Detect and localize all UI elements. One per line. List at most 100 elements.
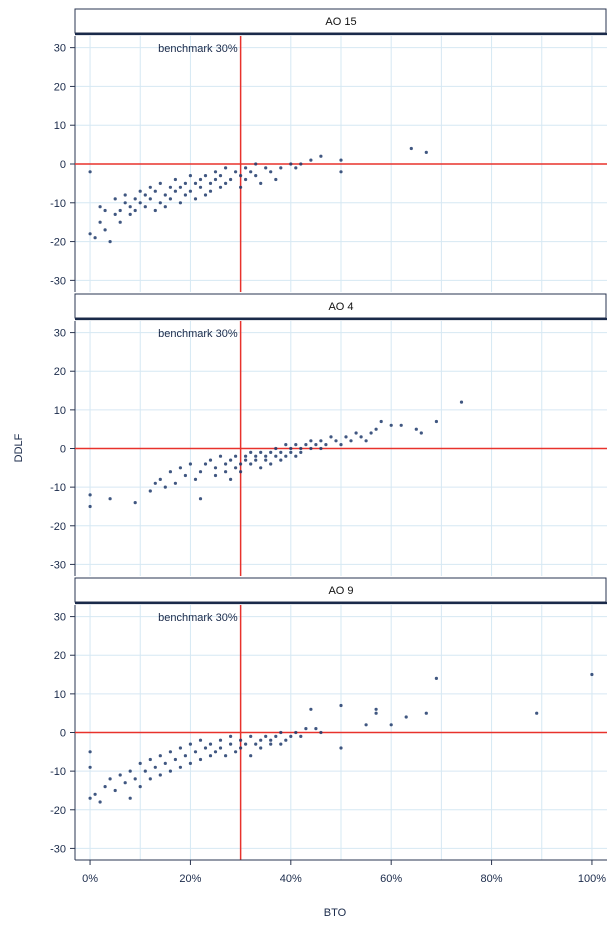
data-point [168, 197, 172, 201]
data-point [294, 730, 298, 735]
data-point [218, 454, 223, 458]
data-point [103, 208, 107, 213]
x-tick-label: 100% [578, 873, 606, 885]
data-point [168, 185, 172, 189]
data-point [108, 777, 112, 781]
y-tick-label: 20 [54, 366, 66, 378]
data-point [404, 715, 408, 719]
y-tick-label: -10 [50, 766, 66, 778]
data-point [198, 738, 203, 742]
data-point [224, 462, 228, 466]
data-point [173, 481, 177, 485]
data-point [108, 240, 112, 244]
data-point [163, 485, 167, 489]
facet-panel: AO 9 30 20 10 0 -10 -20 -30 benchmark 30% [50, 577, 607, 860]
data-point [183, 754, 187, 758]
data-point [98, 220, 102, 224]
data-point [118, 773, 122, 777]
data-point [128, 205, 132, 209]
data-point [254, 458, 258, 462]
data-point [148, 757, 152, 762]
data-point [284, 738, 288, 742]
data-point [203, 462, 208, 466]
data-point [153, 208, 157, 213]
data-point [374, 427, 378, 431]
y-tick-label: 0 [60, 159, 66, 171]
data-point [234, 750, 238, 754]
data-point [269, 170, 273, 174]
data-point [198, 757, 203, 762]
data-point [143, 205, 147, 209]
data-point [213, 177, 218, 182]
data-point [389, 723, 393, 727]
data-point [178, 466, 182, 470]
data-point [113, 197, 117, 201]
data-point [279, 730, 283, 735]
data-point [364, 439, 368, 443]
data-point [213, 750, 218, 754]
data-point [239, 746, 243, 750]
data-point [249, 754, 253, 758]
facet-title: AO 4 [328, 301, 353, 313]
data-point [224, 166, 228, 170]
data-point [203, 193, 208, 197]
data-point [123, 781, 127, 785]
data-point [249, 170, 253, 174]
data-point [148, 185, 152, 189]
data-point [259, 450, 263, 454]
data-point [279, 450, 283, 454]
data-point [289, 446, 293, 451]
y-tick-label: 30 [54, 328, 66, 340]
data-point [178, 765, 182, 769]
y-tick-label: -30 [50, 275, 66, 287]
data-point [198, 470, 203, 474]
data-point [158, 201, 162, 205]
data-point [163, 205, 167, 209]
data-point [374, 707, 378, 711]
data-point [414, 427, 418, 431]
data-point [208, 458, 213, 462]
facet-panel: AO 15 30 20 10 0 -10 -20 -30 benchmark 30% [50, 8, 607, 292]
benchmark-label: benchmark 30% [158, 612, 238, 624]
data-point [143, 193, 147, 197]
data-point [188, 742, 192, 746]
data-point [158, 754, 162, 758]
data-point [188, 174, 192, 178]
data-point [213, 466, 218, 470]
data-point [168, 750, 172, 754]
y-tick-label: 10 [54, 120, 66, 132]
data-point [93, 236, 97, 240]
data-point [274, 734, 278, 739]
data-point [264, 458, 268, 462]
data-point [359, 435, 363, 439]
benchmark-label: benchmark 30% [158, 328, 238, 340]
data-point [294, 443, 298, 447]
data-point [224, 470, 228, 474]
data-point [319, 439, 323, 443]
data-point [138, 201, 142, 205]
data-point [153, 481, 157, 485]
y-tick-label: -30 [50, 843, 66, 855]
data-point [279, 166, 283, 170]
data-point [309, 707, 313, 711]
data-point [98, 800, 102, 804]
data-point [274, 446, 278, 451]
data-point [259, 746, 263, 750]
data-point [434, 419, 438, 424]
data-point [249, 734, 253, 739]
data-point [103, 228, 107, 232]
y-axis-title: DDLF [13, 433, 25, 462]
data-point [198, 497, 203, 501]
data-point [88, 750, 92, 754]
data-point [138, 189, 142, 193]
data-point [108, 497, 112, 501]
data-point [339, 170, 343, 174]
data-point [143, 769, 147, 773]
data-point [213, 170, 218, 174]
data-point [339, 746, 343, 750]
y-tick-label: -30 [50, 559, 66, 571]
data-point [314, 727, 318, 731]
data-point [128, 796, 132, 800]
data-point [309, 446, 313, 451]
data-point [254, 454, 258, 458]
